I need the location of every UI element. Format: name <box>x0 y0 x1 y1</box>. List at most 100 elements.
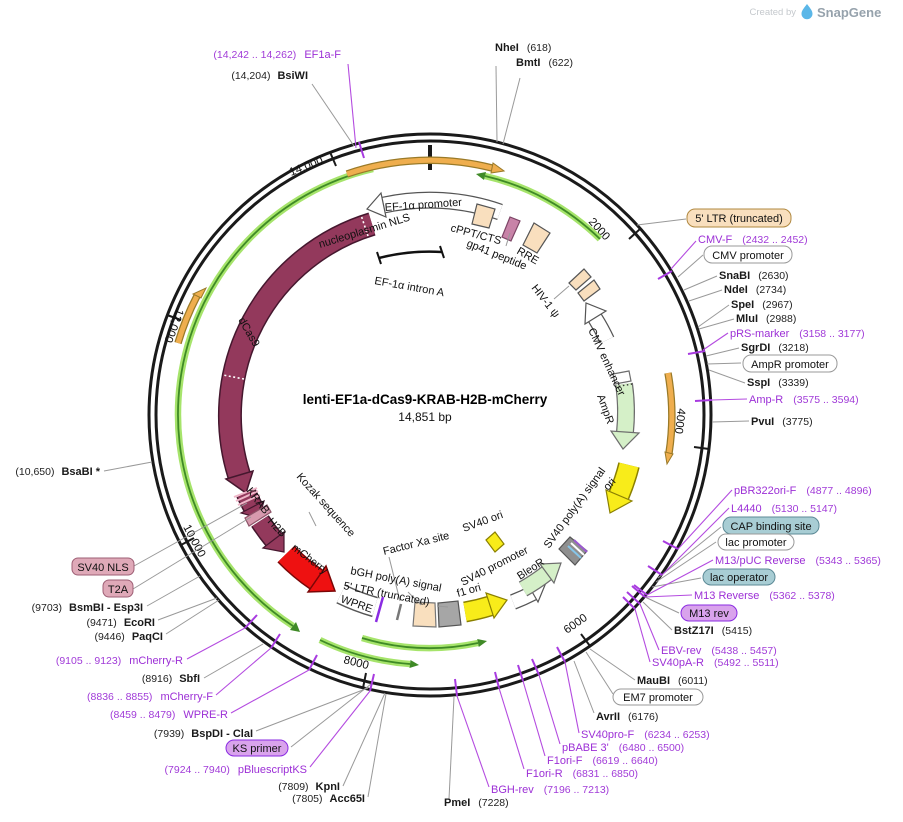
feature-5ltr-bottom-box[interactable] <box>437 600 462 628</box>
feature-label-hiv1-psi[interactable]: HIV-1 ψ <box>529 282 562 320</box>
primer-label-ebv-rev[interactable]: EBV-rev (5438 .. 5457) <box>661 645 777 657</box>
feature-label-sv40-polya-signal[interactable]: SV40 poly(A) signal <box>542 466 608 551</box>
enzyme-label-paqci[interactable]: (9446) PaqCI <box>94 631 163 643</box>
enzyme-label-avrii[interactable]: AvrII (6176) <box>596 711 658 723</box>
feature-label-sv40-ori[interactable]: SV40 ori <box>461 509 505 535</box>
feature-rre-box[interactable] <box>522 222 551 254</box>
primer-label-amp-r[interactable]: Amp-R (3575 .. 3594) <box>749 394 859 406</box>
enzyme-label-maubi[interactable]: MauBI (6011) <box>637 675 708 687</box>
enzyme-label-sbfi[interactable]: (8916) SbfI <box>142 673 200 685</box>
box-ampr-promoter[interactable] <box>742 354 838 373</box>
enzyme-label-bstz17i[interactable]: BstZ17I (5415) <box>674 625 752 637</box>
primer-label-mcherry-r[interactable]: (9105 .. 9123) mCherry-R <box>56 655 183 667</box>
box-label-lac-promoter[interactable]: lac promoter <box>725 537 786 549</box>
feature-ef1a-promoter-arrowhead[interactable] <box>366 191 387 218</box>
box-t2a[interactable] <box>102 579 134 598</box>
feature-cmv-enhancer-arrowhead[interactable] <box>584 302 608 326</box>
box-cmv-promoter[interactable] <box>703 245 793 264</box>
feature-h2b-arrowhead[interactable] <box>261 530 285 553</box>
primer-label-f1ori-f[interactable]: F1ori-F (6619 .. 6640) <box>547 755 658 767</box>
feature-label-factor-xa-site[interactable]: Factor Xa site <box>382 530 451 558</box>
primer-label-ef1a-f[interactable]: (14,242 .. 14,262) EF1a-F <box>213 49 341 61</box>
enzyme-label-kpni[interactable]: (7809) KpnI <box>278 781 340 793</box>
enzyme-label-acc65i[interactable]: (7805) Acc65I <box>292 793 365 805</box>
feature-dcas9-arrowhead[interactable] <box>224 469 255 495</box>
enzyme-label-ndei[interactable]: NdeI (2734) <box>724 284 786 296</box>
box-sv40-nls[interactable] <box>71 557 135 576</box>
feature-bleor-arrowhead[interactable] <box>538 562 562 585</box>
feature-t2a-box[interactable] <box>244 504 272 527</box>
enzyme-label-spei[interactable]: SpeI (2967) <box>731 299 793 311</box>
primer-label-cmv-f[interactable]: CMV-F (2432 .. 2452) <box>698 234 808 246</box>
feature-f1ori-arrowhead[interactable] <box>485 592 508 620</box>
enzyme-label-sgrdi[interactable]: SgrDI (3218) <box>741 342 809 354</box>
feature-label-kozak-sequence[interactable]: Kozak sequence <box>294 471 357 539</box>
feature-hiv1-psi-box1[interactable] <box>568 268 592 291</box>
plasmid-title-block: lenti-EF1a-dCas9-KRAB-H2B-mCherry 14,851… <box>303 392 548 424</box>
box-lac-operator[interactable] <box>702 568 776 586</box>
primer-label-mcherry-f[interactable]: (8836 .. 8855) mCherry-F <box>87 691 213 703</box>
enzyme-label-pvui[interactable]: PvuI (3775) <box>751 416 813 428</box>
box-label-cap-binding-site[interactable]: CAP binding site <box>730 521 811 533</box>
feature-label-ef1a-intron-a[interactable]: EF-1α intron A <box>373 275 445 299</box>
enzyme-label-bmti[interactable]: BmtI (622) <box>516 57 573 69</box>
feature-mcherry-arrowhead[interactable] <box>306 564 337 593</box>
feature-gp41-box[interactable] <box>501 216 521 242</box>
sv40-nls-stripe[interactable] <box>235 490 259 502</box>
feature-hiv1-psi-box2[interactable] <box>577 279 601 302</box>
box-5ltr-truncated-top[interactable] <box>686 208 792 228</box>
box-label-m13-rev[interactable]: M13 rev <box>689 608 729 620</box>
primer-label-bgh-rev[interactable]: BGH-rev (7196 .. 7213) <box>491 784 609 796</box>
leader-line-purple <box>644 594 693 598</box>
enzyme-label-ecori[interactable]: (9471) EcoRI <box>86 617 155 629</box>
box-label-t2a[interactable]: T2A <box>108 584 129 596</box>
box-em7-promoter[interactable] <box>612 688 704 706</box>
feature-bgh-polya-box[interactable] <box>412 601 437 628</box>
primer-label-m13-puc-reverse[interactable]: M13/pUC Reverse (5343 .. 5365) <box>715 555 881 567</box>
primer-label-l4440[interactable]: L4440 (5130 .. 5147) <box>731 503 837 515</box>
box-ks-primer[interactable] <box>225 739 289 757</box>
leader-line-purple <box>309 690 371 768</box>
feature-factor-xa-site[interactable] <box>395 603 403 621</box>
box-label-5ltr-truncated-top[interactable]: 5' LTR (truncated) <box>695 213 782 225</box>
primer-label-pbluescriptks[interactable]: (7924 .. 7940) pBluescriptKS <box>165 764 307 776</box>
orf-arrowhead <box>477 639 487 647</box>
enzyme-label-mlui[interactable]: MluI (2988) <box>736 313 796 325</box>
enzyme-label-bsabi[interactable]: (10,650) BsaBI * <box>15 466 100 478</box>
primer-label-m13-reverse[interactable]: M13 Reverse (5362 .. 5378) <box>694 590 835 602</box>
enzyme-label-sspi[interactable]: SspI (3339) <box>747 377 809 389</box>
box-m13-rev[interactable] <box>680 604 738 622</box>
feature-label-f1-ori[interactable]: f1 ori <box>456 582 483 600</box>
box-label-ampr-promoter[interactable]: AmpR promoter <box>751 359 829 371</box>
feature-sv40-ori-box[interactable] <box>485 531 505 553</box>
enzyme-label-snabi[interactable]: SnaBI (2630) <box>719 270 789 282</box>
sv40-nls-stripe[interactable] <box>233 487 258 498</box>
feature-ef1a-intron-bracket[interactable] <box>378 250 443 260</box>
feature-cppt-box[interactable] <box>471 203 496 229</box>
feature-label-ef1a-promoter[interactable]: EF-1α promoter <box>384 197 462 214</box>
box-label-ks-primer[interactable]: KS primer <box>233 743 282 755</box>
feature-ampr-signal-segment[interactable] <box>612 370 632 385</box>
primer-label-f1ori-r[interactable]: F1ori-R (6831 .. 6850) <box>526 768 638 780</box>
enzyme-label-bsiwi[interactable]: (14,204) BsiWI <box>231 70 308 82</box>
primer-label-sv40pa-r[interactable]: SV40pA-R (5492 .. 5511) <box>652 657 779 669</box>
box-label-lac-operator[interactable]: lac operator <box>710 572 768 584</box>
box-label-sv40-nls[interactable]: SV40 NLS <box>77 562 128 574</box>
snapgene-brand-text: SnapGene <box>817 5 881 20</box>
enzyme-label-nhei[interactable]: NheI (618) <box>495 42 551 54</box>
primer-label-prs-marker[interactable]: pRS-marker (3158 .. 3177) <box>730 328 865 340</box>
box-label-cmv-promoter[interactable]: CMV promoter <box>712 250 784 262</box>
box-lac-promoter[interactable] <box>717 533 795 551</box>
feature-label-ampr[interactable]: AmpR <box>594 393 616 426</box>
primer-label-wpre-r[interactable]: (8459 .. 8479) WPRE-R <box>110 709 228 721</box>
primer-label-pbabe-3[interactable]: pBABE 3' (6480 .. 6500) <box>562 742 684 754</box>
enzyme-label-pmei[interactable]: PmeI (7228) <box>444 797 509 809</box>
box-label-em7-promoter[interactable]: EM7 promoter <box>623 692 693 704</box>
primer-label-pbr322ori-f[interactable]: pBR322ori-F (4877 .. 4896) <box>734 485 872 497</box>
enzyme-label-bsmbi-esp3i[interactable]: (9703) BsmBI - Esp3I <box>32 602 143 614</box>
sv40-nls-stripe[interactable] <box>237 494 261 506</box>
enzyme-label-bspdi-clai[interactable]: (7939) BspDI - ClaI <box>154 728 253 740</box>
feature-ori-arrowhead[interactable] <box>605 489 634 514</box>
feature-ampr-arrowhead[interactable] <box>609 430 641 450</box>
primer-label-sv40pro-f[interactable]: SV40pro-F (6234 .. 6253) <box>581 729 710 741</box>
